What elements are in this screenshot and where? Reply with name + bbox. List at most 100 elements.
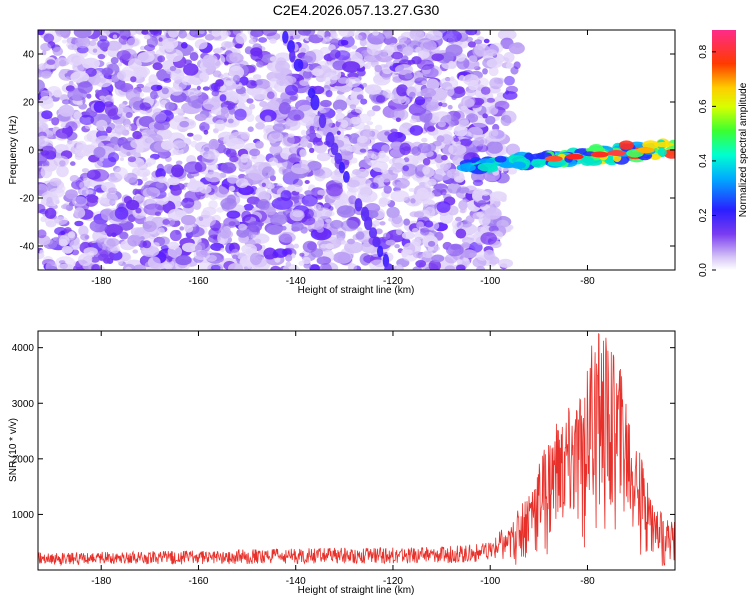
heat-blob	[351, 45, 358, 50]
heat-blob	[249, 103, 256, 110]
heat-blob	[316, 226, 324, 233]
streak-blob	[354, 198, 363, 212]
heat-blob	[409, 118, 417, 124]
heat-blob	[224, 61, 229, 66]
heat-blob	[167, 208, 184, 221]
heat-blob	[357, 227, 363, 233]
heat-blob	[43, 33, 55, 43]
tone-blob	[649, 152, 661, 161]
colorbar-ticks: 0.0 0.2 0.4 0.6 0.8	[698, 44, 716, 277]
heat-blob	[226, 210, 241, 219]
heat-blob	[261, 30, 278, 37]
heat-blob	[53, 217, 63, 224]
heat-blob	[412, 251, 424, 259]
heat-blob	[278, 102, 291, 115]
heat-blob	[315, 130, 324, 139]
spectrogram-axes: -180 -160 -140 -120 -100 -80 -40 -20 0 20 40	[20, 30, 675, 287]
tone-blob	[511, 161, 526, 169]
heat-blob	[447, 126, 453, 131]
heat-blob	[437, 120, 446, 128]
streak-blob	[364, 216, 373, 231]
spectrogram-y-axis-title: Frequency (Hz)	[8, 116, 19, 185]
heat-blob	[349, 104, 357, 110]
heat-blob	[386, 61, 394, 67]
heat-blob	[181, 214, 196, 226]
heat-blob	[392, 177, 410, 189]
heat-blob	[153, 120, 170, 131]
heat-blob	[285, 119, 298, 127]
heat-blob	[422, 158, 431, 166]
heat-blob	[320, 244, 328, 249]
heat-blob	[235, 32, 247, 44]
heat-blob	[472, 179, 484, 186]
colorbar-tick-label: 0.2	[698, 208, 709, 222]
heat-blob	[345, 76, 361, 88]
colorbar-tick-label: 0.0	[698, 263, 709, 277]
heat-blob	[307, 160, 322, 171]
heat-blob	[99, 157, 104, 162]
streak-blob	[282, 30, 289, 44]
heat-blob	[104, 224, 123, 236]
heat-blob	[398, 39, 405, 45]
heat-blob	[417, 142, 432, 154]
tone-peak	[544, 155, 563, 162]
heat-blob	[416, 221, 424, 230]
heat-blob	[313, 203, 322, 210]
streak-blob	[343, 171, 350, 183]
heat-blob	[211, 264, 221, 270]
heat-blob	[150, 84, 162, 92]
heat-blob	[291, 222, 304, 232]
heat-blob	[329, 219, 344, 229]
heat-blob	[192, 134, 203, 142]
heat-blob	[196, 85, 201, 91]
heat-blob	[157, 236, 170, 246]
heat-blob	[427, 246, 434, 252]
heat-blob	[184, 224, 194, 233]
heat-blob	[97, 237, 116, 250]
heat-blob	[130, 235, 142, 242]
heat-blob	[151, 111, 167, 123]
heat-blob	[441, 102, 448, 108]
heat-blob	[89, 219, 108, 233]
heat-blob	[447, 104, 453, 110]
heat-blob	[228, 221, 236, 227]
heat-blob	[411, 238, 422, 246]
heat-blob	[295, 188, 302, 193]
heat-blob	[439, 211, 454, 224]
heat-blob	[112, 34, 118, 39]
heat-blob	[88, 40, 97, 47]
heat-blob	[420, 39, 437, 53]
heat-blob	[394, 244, 400, 249]
heat-blob	[263, 124, 275, 133]
heat-blob	[250, 47, 263, 57]
spectrogram-y-tick-label: 40	[23, 50, 35, 61]
heat-blob	[81, 168, 89, 173]
heat-blob	[136, 83, 145, 89]
heat-blob	[404, 73, 413, 80]
heat-blob	[408, 249, 413, 254]
heat-blob	[178, 30, 187, 39]
heat-blob	[383, 185, 392, 194]
heat-blob	[378, 150, 386, 159]
heat-blob	[287, 109, 305, 121]
heat-blob	[204, 171, 223, 183]
spectrogram-x-tick-label: -100	[480, 276, 500, 287]
heat-blob	[332, 33, 339, 38]
heat-blob	[421, 80, 427, 85]
heat-blob	[287, 133, 295, 138]
heat-blob	[466, 90, 476, 97]
heat-blob	[187, 95, 203, 108]
snr-x-tick-label: -160	[188, 576, 208, 587]
heat-blob	[500, 114, 512, 126]
heat-blob	[118, 35, 129, 45]
heat-blob	[133, 264, 147, 270]
streak-blob	[289, 49, 296, 63]
heat-blob	[245, 113, 255, 123]
heat-blob	[357, 135, 368, 144]
heat-blob	[314, 207, 333, 219]
snr-x-tick-label: -120	[383, 576, 403, 587]
heat-blob	[360, 98, 368, 105]
heat-blob	[190, 140, 198, 148]
heat-blob	[132, 130, 142, 140]
heat-blob	[246, 79, 258, 89]
